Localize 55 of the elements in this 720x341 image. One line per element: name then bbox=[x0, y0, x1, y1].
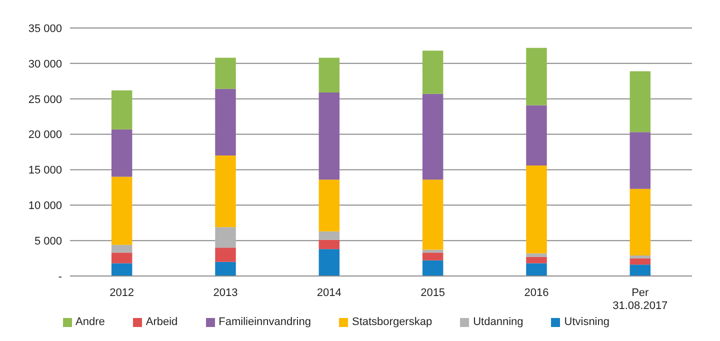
bar bbox=[526, 165, 547, 254]
bar bbox=[318, 58, 340, 92]
legend-label: Statsborgerskap bbox=[352, 316, 432, 328]
x-tick-label: 2013 bbox=[213, 287, 238, 299]
bar bbox=[630, 255, 651, 258]
bar bbox=[526, 256, 547, 264]
bar bbox=[630, 188, 651, 256]
bar bbox=[215, 248, 236, 262]
bar bbox=[630, 132, 651, 189]
bar bbox=[215, 262, 236, 276]
bar bbox=[630, 258, 651, 265]
x-tick-label: 2014 bbox=[316, 287, 342, 299]
bar bbox=[111, 252, 132, 264]
legend-label: Utdanning bbox=[473, 316, 524, 328]
bar bbox=[111, 90, 132, 130]
bar bbox=[215, 227, 236, 248]
x-tick-label: Per 31.08.2017 bbox=[612, 287, 668, 312]
y-tick-label: 5 000 bbox=[34, 235, 62, 248]
x-tick-label: 2016 bbox=[524, 287, 549, 299]
x-tick-label: 2015 bbox=[420, 287, 446, 299]
y-tick-label: 10 000 bbox=[28, 200, 62, 212]
bar bbox=[318, 180, 340, 232]
x-tick-label: 2012 bbox=[110, 287, 134, 299]
bar bbox=[215, 88, 236, 156]
legend-label: Arbeid bbox=[146, 316, 178, 328]
y-tick-label: 15 000 bbox=[28, 164, 62, 177]
bar bbox=[111, 263, 132, 276]
y-tick-label: - bbox=[58, 270, 62, 283]
y-tick-label: 25 000 bbox=[28, 94, 62, 106]
bar bbox=[318, 249, 340, 276]
bar bbox=[111, 244, 132, 253]
bar bbox=[526, 253, 547, 257]
bar bbox=[318, 92, 340, 180]
bar bbox=[111, 129, 132, 177]
bar bbox=[422, 50, 444, 94]
bar bbox=[526, 48, 547, 106]
bar bbox=[215, 156, 236, 228]
bar bbox=[111, 176, 132, 245]
bar bbox=[526, 105, 547, 166]
bar bbox=[630, 264, 651, 276]
y-tick-label: 20 000 bbox=[28, 129, 62, 142]
y-tick-label: 30 000 bbox=[28, 58, 62, 70]
bar bbox=[422, 252, 444, 260]
bar bbox=[526, 263, 547, 276]
y-tick-label: 35 000 bbox=[28, 22, 62, 35]
legend-label: Utvisning bbox=[564, 316, 610, 328]
legend-label: Andre bbox=[76, 316, 105, 328]
legend-label: Familieinnvandring bbox=[218, 316, 311, 328]
bar bbox=[422, 260, 444, 276]
bar bbox=[215, 58, 236, 89]
bar bbox=[318, 231, 340, 240]
bar bbox=[318, 240, 340, 250]
bar bbox=[422, 180, 444, 250]
bar bbox=[422, 94, 444, 180]
bar bbox=[630, 71, 651, 132]
